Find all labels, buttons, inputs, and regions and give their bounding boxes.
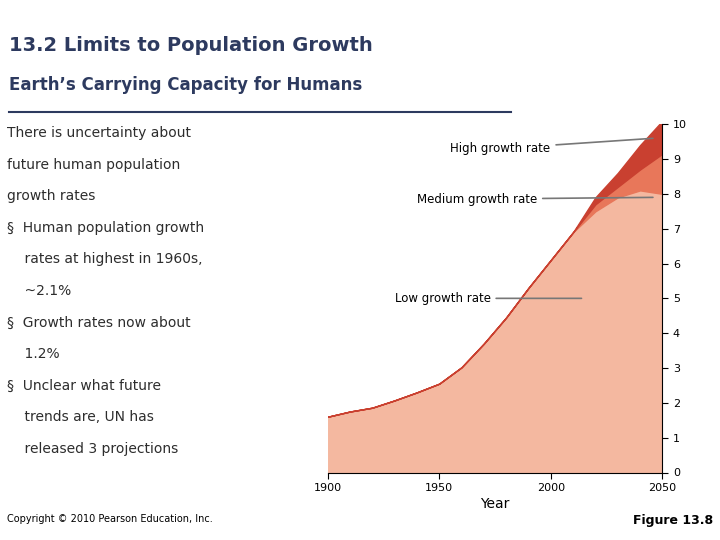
Text: Low growth rate: Low growth rate [395, 292, 582, 305]
Text: Medium growth rate: Medium growth rate [417, 193, 653, 206]
Text: ~2.1%: ~2.1% [7, 284, 71, 298]
Text: 13.2 Limits to Population Growth: 13.2 Limits to Population Growth [9, 37, 372, 56]
Text: §  Unclear what future: § Unclear what future [7, 379, 161, 393]
Text: Figure 13.8: Figure 13.8 [633, 514, 713, 526]
Text: trends are, UN has: trends are, UN has [7, 410, 154, 424]
Text: future human population: future human population [7, 158, 181, 172]
Text: growth rates: growth rates [7, 190, 96, 203]
Text: §  Growth rates now about: § Growth rates now about [7, 315, 191, 329]
Text: Copyright © 2010 Pearson Education, Inc.: Copyright © 2010 Pearson Education, Inc. [7, 514, 213, 524]
Text: §  Human population growth: § Human population growth [7, 221, 204, 235]
Text: rates at highest in 1960s,: rates at highest in 1960s, [7, 253, 203, 266]
Text: Earth’s Carrying Capacity for Humans: Earth’s Carrying Capacity for Humans [9, 76, 362, 94]
Text: 1.2%: 1.2% [7, 347, 60, 361]
X-axis label: Year: Year [480, 497, 510, 511]
Text: There is uncertainty about: There is uncertainty about [7, 126, 192, 140]
Text: High growth rate: High growth rate [450, 138, 653, 155]
Text: released 3 projections: released 3 projections [7, 442, 179, 456]
